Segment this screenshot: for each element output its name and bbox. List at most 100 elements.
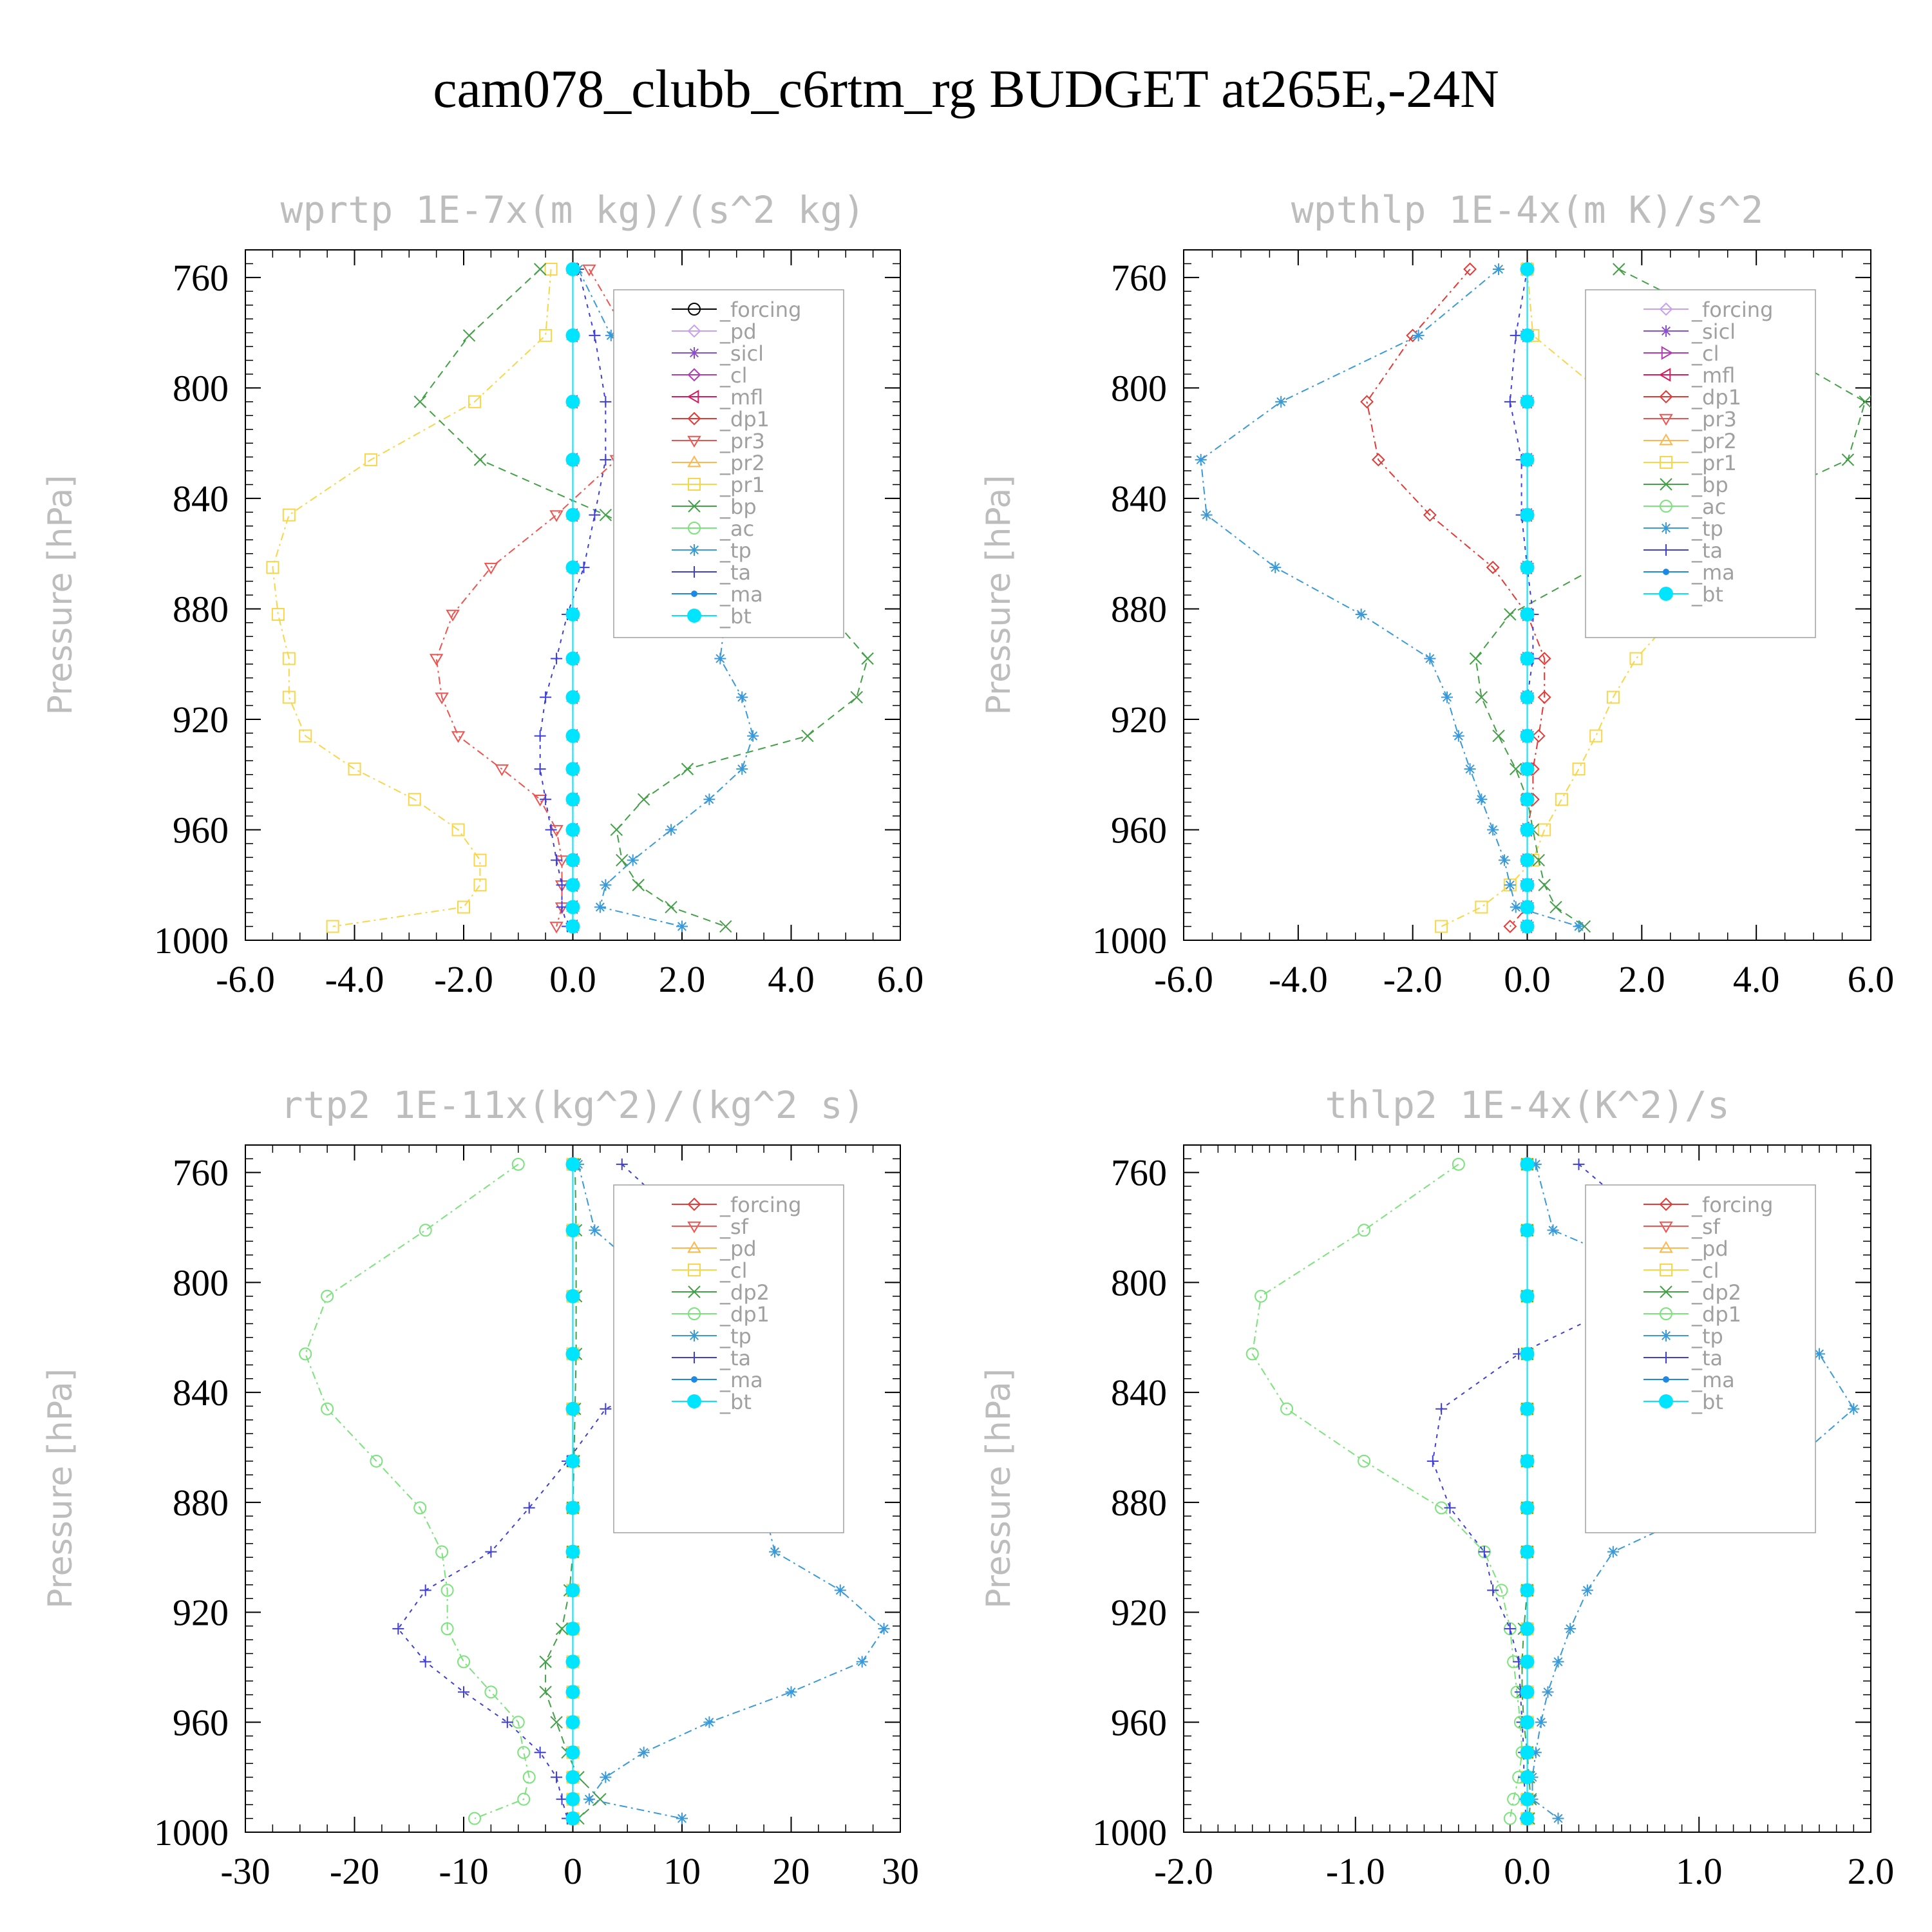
x-tick-label: -1.0 [1326, 1850, 1385, 1892]
x-tick-label: -6.0 [216, 958, 275, 1000]
data-point-dp1 [517, 1746, 531, 1759]
x-tick-label: 0 [564, 1850, 582, 1892]
legend-label: _bt [719, 1390, 752, 1414]
data-point-tp [583, 1793, 595, 1805]
data-point-tp [1475, 793, 1488, 806]
data-point-bt [1520, 262, 1535, 277]
legend-marker [1660, 544, 1672, 556]
data-point-dp1 [1463, 262, 1477, 276]
data-point-tp [1452, 730, 1464, 742]
x-minor-ticks [1183, 1145, 1871, 1832]
x-tick-label: 2.0 [659, 958, 706, 1000]
legend-marker [1659, 390, 1673, 404]
data-point-pr1 [473, 878, 487, 892]
data-point-bt [1520, 1289, 1535, 1303]
data-point-bt [565, 394, 580, 409]
legend-marker [688, 500, 701, 513]
data-point-tp [676, 920, 688, 933]
data-point-dp1 [1423, 508, 1437, 522]
data-point-bt [565, 507, 580, 522]
legend-marker [1659, 433, 1673, 446]
data-point-dp1 [1358, 1454, 1371, 1468]
legend-marker [1659, 1394, 1673, 1408]
legend-marker [1659, 302, 1673, 316]
data-point-bt [1520, 1223, 1535, 1238]
data-point-tp [703, 793, 715, 806]
series-line-dp1 [305, 1164, 530, 1819]
data-point-bt [1520, 1347, 1535, 1361]
data-point-ta [600, 1403, 612, 1415]
x-tick-label: -10 [439, 1850, 488, 1892]
data-point-bt [565, 1792, 580, 1806]
x-tick-label: 20 [773, 1850, 810, 1892]
data-point-bp [801, 729, 814, 743]
y-tick-label: 840 [1111, 1372, 1167, 1414]
data-point-tp [600, 879, 612, 891]
data-point-dp1 [517, 1792, 531, 1806]
data-point-dp1 [1358, 1224, 1371, 1237]
data-point-pr1 [1589, 729, 1603, 743]
data-point-pr1 [1606, 690, 1620, 704]
data-point-bt [565, 1654, 580, 1669]
data-point-dp1 [419, 1224, 432, 1237]
legend-label: _forcing [719, 298, 801, 322]
data-point-tp [1498, 854, 1510, 866]
legend-marker [687, 1241, 701, 1253]
series-line-dp1 [1366, 269, 1546, 927]
data-point-pr1 [364, 453, 377, 466]
data-point-ta [523, 1502, 535, 1514]
y-tick-label: 840 [1111, 478, 1167, 520]
data-point-tp [1200, 509, 1213, 521]
data-point-ta [485, 1546, 497, 1558]
series-line-ta [1509, 269, 1534, 927]
data-point-pr1 [473, 853, 487, 867]
data-point-pr1 [282, 652, 296, 665]
legend-marker [1660, 1330, 1672, 1341]
data-point-bt [565, 1223, 580, 1238]
data-point-bt [565, 1715, 580, 1730]
data-point-bt [1520, 1501, 1535, 1515]
x-tick-label: 4.0 [1733, 958, 1780, 1000]
data-point-tp [736, 763, 748, 775]
data-point-ta [600, 453, 612, 466]
data-point-tp [1441, 691, 1454, 703]
data-point-dp1 [1537, 652, 1551, 666]
data-point-tp [1275, 395, 1287, 408]
x-tick-label: 0.0 [1504, 958, 1551, 1000]
data-point-tp [1487, 824, 1499, 836]
legend-marker [691, 1376, 697, 1383]
data-point-bt [1520, 1770, 1535, 1785]
data-point-tp [1547, 1224, 1559, 1236]
data-point-tp [1269, 562, 1282, 574]
data-point-bp [632, 878, 645, 891]
data-point-bt [565, 822, 580, 837]
data-point-bt [1520, 394, 1535, 409]
data-point-bt [1520, 792, 1535, 807]
legend-label: _mfl [1691, 363, 1735, 388]
y-axis-label: Pressure [hPa] [980, 1368, 1018, 1609]
legend-label: _sf [719, 1215, 749, 1239]
y-tick-label: 800 [173, 367, 229, 409]
legend-box [613, 289, 844, 638]
legend-label: _cl [719, 363, 747, 388]
legend-label: _ta [719, 560, 751, 585]
data-point-tp [605, 329, 617, 341]
data-point-ta [1478, 1546, 1490, 1558]
data-point-ta [1504, 395, 1516, 408]
data-point-tp [1564, 1623, 1577, 1635]
y-tick-label: 880 [173, 1482, 229, 1524]
legend-label: _ta [719, 1346, 751, 1370]
data-point-tp [1813, 1348, 1825, 1360]
legend-label: _sf [1691, 1215, 1721, 1239]
legend-marker [688, 478, 701, 491]
legend-box [1585, 289, 1816, 638]
data-point-bt [565, 878, 580, 893]
data-point-pr1 [539, 328, 553, 342]
legend-label: _tp [1691, 1324, 1723, 1349]
data-point-bp [1510, 762, 1522, 775]
data-point-bt [565, 762, 580, 777]
data-point-bp [616, 853, 629, 867]
data-point-bt [1520, 452, 1535, 467]
data-point-ta [616, 1158, 628, 1170]
